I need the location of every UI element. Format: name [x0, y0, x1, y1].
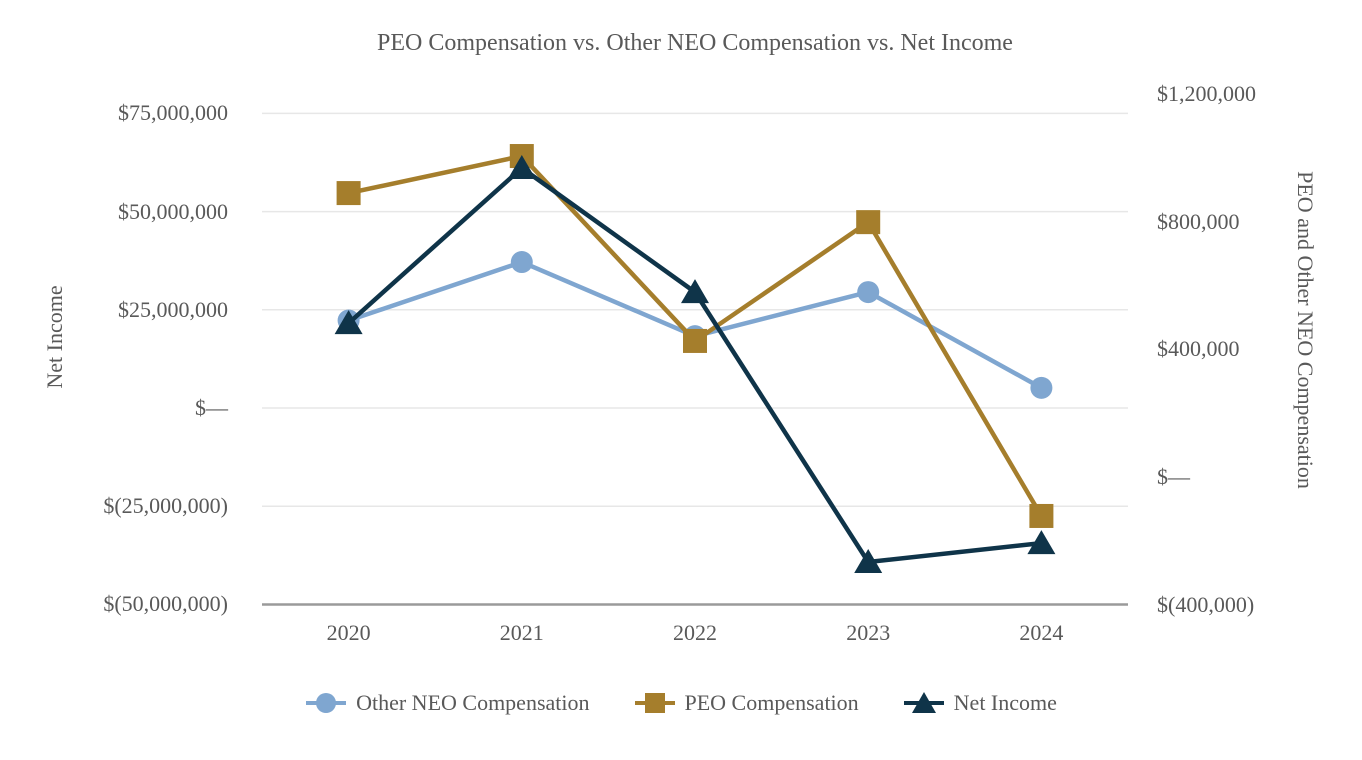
left-axis-tick-label: $75,000,000 — [118, 100, 228, 126]
data-point-other-neo-compensation — [510, 251, 533, 274]
x-axis-tick-label: 2024 — [1019, 620, 1064, 645]
left-axis-tick-label: $25,000,000 — [118, 296, 228, 322]
left-axis-tick-label: $— — [195, 395, 228, 420]
left-axis-tick-label: $(25,000,000) — [103, 493, 228, 519]
data-point-peo-compensation — [1029, 503, 1054, 528]
x-axis-tick-label: 2022 — [673, 620, 717, 645]
series-line-net-income — [346, 165, 1044, 565]
x-axis-tick-label: 2023 — [846, 620, 891, 645]
legend-label: Other NEO Compensation — [356, 690, 590, 715]
data-point-net-income — [1027, 530, 1056, 555]
square-marker-icon — [634, 693, 675, 713]
data-point-other-neo-compensation — [857, 281, 880, 304]
legend-item-net-income: Net Income — [903, 690, 1057, 716]
data-point-peo-compensation — [336, 181, 361, 206]
legend-label: Net Income — [953, 690, 1057, 715]
x-axis-tick-label: 2021 — [499, 620, 544, 645]
triangle-marker-icon — [903, 692, 944, 713]
legend-item-peo-compensation: PEO Compensation — [634, 690, 859, 716]
left-axis-tick-label: $50,000,000 — [118, 198, 228, 224]
right-axis-tick-label: $1,200,000 — [1157, 80, 1256, 106]
circle-marker-icon — [306, 693, 347, 713]
data-point-net-income — [681, 279, 709, 304]
data-point-net-income — [334, 310, 363, 335]
data-point-peo-compensation — [856, 210, 881, 235]
data-point-other-neo-compensation — [1030, 376, 1053, 399]
data-point-net-income — [854, 548, 883, 573]
data-point-peo-compensation — [683, 328, 707, 353]
legend: Other NEO Compensation PEO Compensation … — [0, 686, 1362, 720]
right-axis-tick-label: $(400,000) — [1157, 591, 1255, 617]
right-axis-tick-label: $400,000 — [1157, 336, 1240, 362]
data-point-net-income — [507, 154, 536, 179]
right-axis-tick-label: $800,000 — [1157, 208, 1240, 234]
right-axis-tick-label: $— — [1157, 464, 1190, 489]
x-axis-tick-label: 2020 — [326, 620, 371, 645]
chart-title: PEO Compensation vs. Other NEO Compensat… — [377, 30, 1013, 56]
left-axis-tick-label: $(50,000,000) — [103, 591, 228, 617]
legend-item-other-neo-compensation: Other NEO Compensation — [305, 690, 590, 716]
legend-label: PEO Compensation — [684, 690, 859, 715]
